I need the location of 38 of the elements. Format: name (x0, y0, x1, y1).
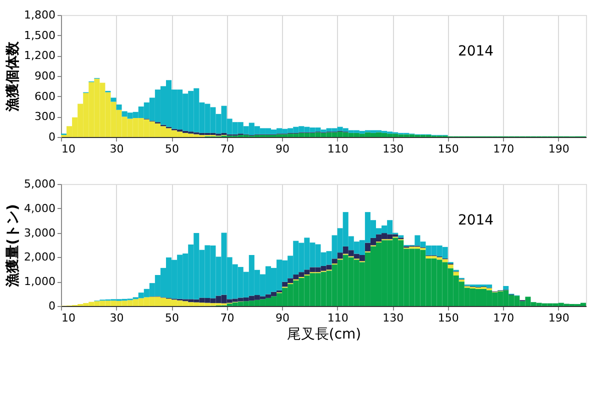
x-tick-label: 70 (220, 142, 234, 156)
annotation: 2014 (458, 44, 494, 60)
x-tick-label: 190 (548, 312, 570, 324)
x-tick-label: 110 (327, 312, 348, 324)
x-tick-label: 30 (110, 312, 124, 324)
x-tick-label: 70 (220, 312, 234, 324)
y-axis-title: 漁獲個体数 (5, 40, 22, 112)
y-tick-label: 300 (34, 110, 56, 124)
x-tick-label: 50 (165, 142, 180, 156)
y-axis-title: 漁獲量(トン) (5, 204, 22, 288)
y-tick-label: 5,000 (24, 178, 56, 190)
y-tick-label: 2,000 (24, 250, 56, 264)
x-tick-label: 190 (548, 142, 570, 156)
x-tick-label: 10 (62, 312, 76, 324)
x-tick-label: 90 (276, 142, 290, 156)
x-tick-label: 150 (438, 312, 459, 324)
y-tick-label: 3,000 (24, 226, 56, 240)
y-tick-label: 0 (48, 300, 56, 312)
y-tick-label: 4,000 (24, 202, 56, 215)
y-tick-label: 600 (34, 90, 56, 103)
x-tick-label: 30 (110, 142, 124, 156)
x-tick-label: 10 (62, 142, 76, 156)
x-tick-label: 50 (165, 312, 180, 324)
y-tick-label: 900 (34, 70, 56, 82)
x-axis-title: 尾叉長(cm) (286, 326, 362, 342)
y-tick-label: 0 (48, 130, 56, 144)
annotation: 2014 (458, 212, 494, 229)
x-tick-label: 170 (493, 142, 514, 156)
y-tick-label: 1,000 (24, 275, 56, 288)
y-tick-label: 1,500 (24, 28, 56, 42)
x-tick-label: 110 (327, 142, 348, 156)
y-tick-label: 1,800 (24, 8, 56, 22)
x-tick-label: 150 (438, 142, 459, 156)
x-tick-label: 170 (493, 312, 514, 324)
x-tick-label: 130 (382, 142, 404, 156)
x-tick-label: 130 (382, 312, 404, 324)
x-tick-label: 90 (276, 312, 290, 324)
y-tick-label: 1,200 (24, 49, 56, 62)
